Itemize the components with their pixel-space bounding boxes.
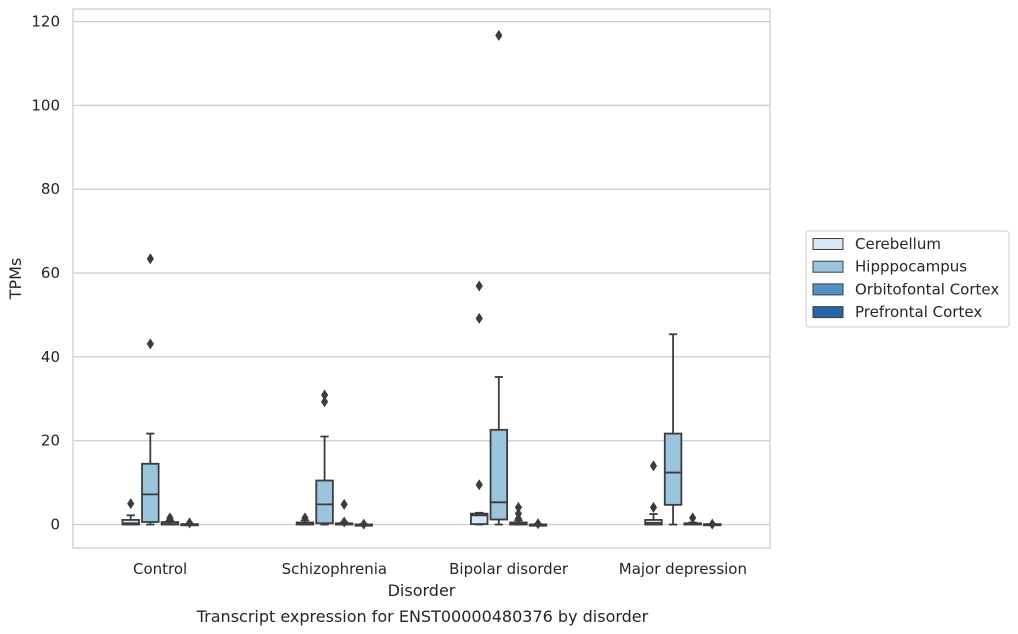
outlier-point: [320, 396, 329, 408]
legend-label: Prefrontal Cortex: [855, 303, 982, 321]
outlier-point: [301, 512, 309, 524]
box-0-0: [121, 498, 140, 526]
legend-label: Cerebellum: [855, 235, 941, 253]
box-2-3: [683, 512, 702, 526]
box-iqr: [489, 428, 509, 521]
legend-swatch: [812, 306, 844, 319]
chart-title: Transcript expression for ENST0000048037…: [196, 607, 649, 626]
plot-frame: [72, 8, 771, 549]
box-1-3: [663, 333, 683, 526]
box-3-1: [354, 518, 373, 530]
box-1-1: [315, 389, 334, 526]
x-axis-ticks: Control Schizophrenia Bipolar disorder Majo…: [133, 560, 747, 578]
outlier-point: [495, 29, 503, 41]
x-tick-label: Schizophrenia: [282, 560, 387, 578]
box-1-2: [489, 29, 509, 526]
outlier-point: [708, 518, 716, 530]
outlier-point: [534, 518, 542, 530]
y-tick-label: 80: [41, 180, 60, 198]
outlier-point: [340, 498, 348, 510]
box-0-3: [644, 460, 663, 526]
outlier-point: [475, 479, 483, 491]
outlier-point: [340, 516, 348, 528]
legend-frame: [805, 230, 1010, 328]
box-2-1: [334, 498, 354, 528]
y-tick-label: 120: [31, 13, 60, 31]
outlier-point: [475, 312, 483, 324]
box-iqr: [470, 512, 489, 526]
y-tick-label: 60: [41, 264, 60, 282]
legend-label: Orbitofontal Cortex: [855, 280, 999, 298]
box-3-0: [180, 517, 199, 529]
outlier-point: [475, 280, 483, 292]
y-axis-title: TPMs: [6, 258, 25, 301]
box-iqr: [121, 519, 140, 526]
legend-swatch: [812, 260, 844, 273]
y-tick-label: 100: [31, 96, 60, 114]
legend: Cerebellum Hipppocampus Orbitofontal Corte…: [805, 230, 1010, 328]
box-3-3: [703, 518, 722, 530]
outlier-point: [649, 460, 658, 472]
outlier-point: [166, 512, 174, 524]
box-iqr: [141, 462, 160, 523]
y-tick-label: 40: [41, 348, 60, 366]
legend-swatch: [812, 238, 844, 250]
y-tick-label: 20: [41, 432, 60, 450]
grid-lines: [73, 20, 770, 526]
box-0-1: [295, 512, 315, 526]
outlier-point: [146, 338, 154, 350]
y-tick-label: 0: [50, 516, 60, 534]
outlier-point: [360, 518, 368, 530]
box-iqr: [315, 479, 334, 525]
outlier-point: [649, 501, 658, 513]
outlier-point: [127, 498, 135, 510]
boxes-group: [121, 29, 722, 530]
outlier-point: [689, 512, 697, 524]
outlier-point: [514, 508, 523, 520]
x-axis-title: Disorder: [388, 581, 456, 600]
box-0-2: [470, 280, 489, 526]
x-tick-label: Major depression: [619, 560, 747, 578]
box-2-0: [160, 512, 180, 526]
outlier-point: [320, 389, 329, 401]
legend-swatch: [812, 283, 844, 296]
y-axis-ticks: 0 20 40 60 80 100 120: [31, 13, 60, 534]
outlier-point: [146, 253, 154, 265]
x-tick-label: Control: [133, 560, 187, 578]
box-2-2: [509, 501, 528, 526]
outlier-point: [514, 501, 523, 513]
x-tick-label: Bipolar disorder: [449, 560, 569, 578]
legend-label: Hipppocampus: [855, 258, 967, 276]
outlier-point: [185, 517, 194, 529]
box-3-2: [528, 518, 548, 530]
box-iqr: [663, 432, 683, 506]
box-1-0: [141, 253, 160, 526]
